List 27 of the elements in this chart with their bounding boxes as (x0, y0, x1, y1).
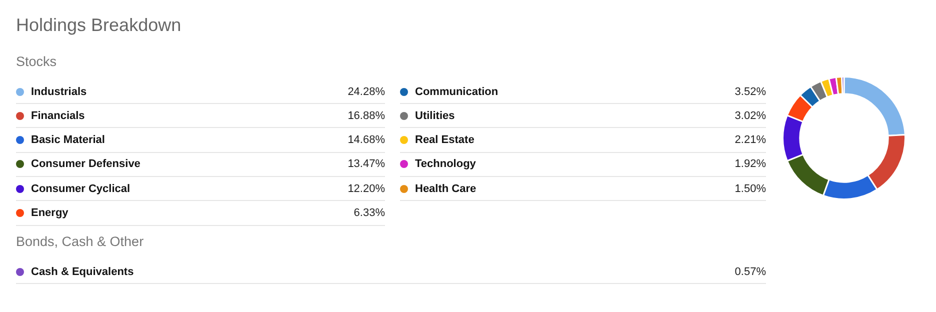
legend-label: Real Estate (415, 134, 476, 146)
legend-label: Basic Material (31, 134, 106, 146)
data-label: 1.50% (734, 182, 766, 195)
data-label: 14.68% (348, 134, 385, 146)
legend-label: Consumer Defensive (31, 158, 142, 170)
data-label: 2.21% (734, 134, 766, 146)
data-label: 0.57% (734, 266, 766, 278)
data-label: 3.02% (734, 110, 766, 122)
legend-label: Cash & Equivalents (31, 266, 135, 278)
legend-label: Consumer Cyclical (31, 182, 132, 195)
chart-subtitle: Stocks (16, 54, 57, 69)
data-label: 3.52% (734, 86, 766, 98)
chart-title: Holdings Breakdown (16, 15, 182, 36)
data-label: 6.33% (354, 207, 385, 219)
text: Bonds, Cash & Other (16, 234, 144, 249)
data-label: 12.20% (348, 182, 385, 195)
legend-label: Utilities (415, 110, 456, 122)
legend-label: Industrials (31, 86, 88, 98)
data-label: 1.92% (734, 158, 766, 170)
legend-label: Energy (31, 207, 70, 219)
data-label: 13.47% (348, 158, 385, 170)
legend-label: Financials (31, 110, 86, 122)
legend-label: Communication (415, 86, 500, 98)
legend-label: Technology (415, 158, 477, 170)
data-label: 16.88% (348, 110, 385, 122)
data-label: 24.28% (348, 86, 385, 98)
legend-label: Health Care (415, 182, 478, 195)
